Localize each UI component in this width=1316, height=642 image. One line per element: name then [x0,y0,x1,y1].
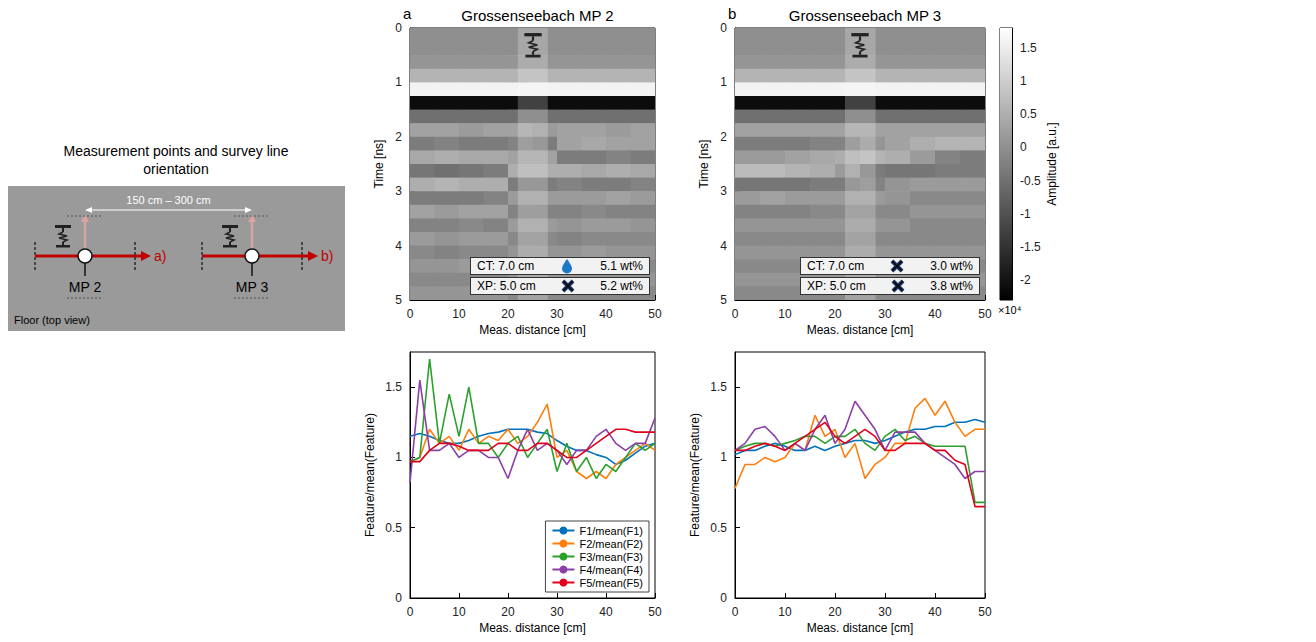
svg-text:5: 5 [720,293,727,307]
html-text:XP: 5.0 cm: XP: 5.0 cm [807,279,866,293]
svg-text:10: 10 [452,605,466,619]
svg-text:Time [ns]: Time [ns] [372,140,386,189]
svg-text:0.5: 0.5 [710,521,727,535]
svg-text:Meas. distance [cm]: Meas. distance [cm] [807,621,914,635]
svg-text:b: b [728,5,736,22]
svg-text:30: 30 [550,307,564,321]
svg-text:1: 1 [1020,74,1027,88]
svg-text:Meas. distance [cm]: Meas. distance [cm] [807,323,914,337]
svg-text:20: 20 [501,605,515,619]
svg-text:150 cm – 300 cm: 150 cm – 300 cm [126,194,210,206]
svg-text:-0.5: -0.5 [1020,174,1041,188]
svg-text:20: 20 [828,605,842,619]
svg-text:Feature/mean(Feature): Feature/mean(Feature) [363,413,377,537]
svg-text:0.5: 0.5 [1020,107,1037,121]
svg-text:0.5: 0.5 [385,521,402,535]
html-text:CT: 7.0 cm: CT: 7.0 cm [807,259,865,273]
svg-text:1: 1 [395,450,402,464]
svg-text:1: 1 [720,75,727,89]
svg-text:Meas. distance [cm]: Meas. distance [cm] [479,323,586,337]
svg-text:Grossenseebach MP 3: Grossenseebach MP 3 [789,7,941,24]
svg-text:3: 3 [395,184,402,198]
svg-text:1.5: 1.5 [710,380,727,394]
svg-text:0: 0 [720,591,727,605]
svg-text:×10⁴: ×10⁴ [998,304,1022,316]
html-text:5.1 wt%: 5.1 wt% [600,259,643,273]
svg-text:F5/mean(F5): F5/mean(F5) [579,577,643,589]
svg-text:20: 20 [501,307,515,321]
html-text:CT: 7.0 cm: CT: 7.0 cm [477,259,535,273]
html-text:Measurement points and survey: Measurement points and survey line orien… [63,143,289,177]
svg-text:30: 30 [550,605,564,619]
svg-text:-1.5: -1.5 [1020,240,1041,254]
svg-text:-2: -2 [1020,273,1031,287]
svg-text:0: 0 [732,605,739,619]
svg-text:0: 0 [407,605,414,619]
svg-text:40: 40 [928,605,942,619]
svg-text:5: 5 [395,293,402,307]
svg-text:Amplitude [a.u.]: Amplitude [a.u.] [1045,122,1059,205]
svg-text:MP 2: MP 2 [69,279,102,295]
svg-text:0: 0 [720,21,727,35]
svg-text:0: 0 [395,21,402,35]
svg-text:Grossenseebach MP 2: Grossenseebach MP 2 [461,7,613,24]
svg-text:Time [ns]: Time [ns] [697,140,711,189]
svg-text:1.5: 1.5 [385,380,402,394]
svg-text:Meas. distance [cm]: Meas. distance [cm] [479,621,586,635]
svg-text:0: 0 [1020,140,1027,154]
svg-text:a): a) [154,248,166,264]
svg-text:50: 50 [978,605,992,619]
svg-text:10: 10 [452,307,466,321]
svg-text:F4/mean(F4): F4/mean(F4) [579,564,643,576]
html-text:5.2 wt%: 5.2 wt% [600,279,643,293]
svg-text:0: 0 [732,307,739,321]
svg-text:2: 2 [395,130,402,144]
svg-text:a: a [403,5,412,22]
svg-text:40: 40 [599,605,613,619]
html-text:3.8 wt%: 3.8 wt% [930,279,973,293]
svg-text:MP 3: MP 3 [236,279,269,295]
html-text:XP: 5.0 cm: XP: 5.0 cm [477,279,536,293]
svg-text:30: 30 [878,605,892,619]
svg-text:F3/mean(F3): F3/mean(F3) [579,551,643,563]
html-text:3.0 wt%: 3.0 wt% [930,259,973,273]
svg-text:2: 2 [720,130,727,144]
svg-text:0: 0 [395,591,402,605]
svg-text:10: 10 [778,605,792,619]
svg-text:4: 4 [395,239,402,253]
svg-text:40: 40 [928,307,942,321]
svg-text:30: 30 [878,307,892,321]
svg-text:-1: -1 [1020,207,1031,221]
svg-text:40: 40 [599,307,613,321]
svg-text:10: 10 [778,307,792,321]
svg-text:3: 3 [720,184,727,198]
svg-text:b): b) [321,248,333,264]
svg-text:20: 20 [828,307,842,321]
svg-text:Floor (top view): Floor (top view) [14,314,90,326]
svg-text:1: 1 [395,75,402,89]
svg-text:1: 1 [720,450,727,464]
svg-text:F2/mean(F2): F2/mean(F2) [579,538,643,550]
svg-text:Feature/mean(Feature): Feature/mean(Feature) [688,413,702,537]
svg-text:0: 0 [407,307,414,321]
svg-text:1.5: 1.5 [1020,41,1037,55]
svg-text:50: 50 [648,307,662,321]
svg-text:4: 4 [720,239,727,253]
svg-text:F1/mean(F1): F1/mean(F1) [579,525,643,537]
svg-text:50: 50 [648,605,662,619]
svg-text:50: 50 [978,307,992,321]
